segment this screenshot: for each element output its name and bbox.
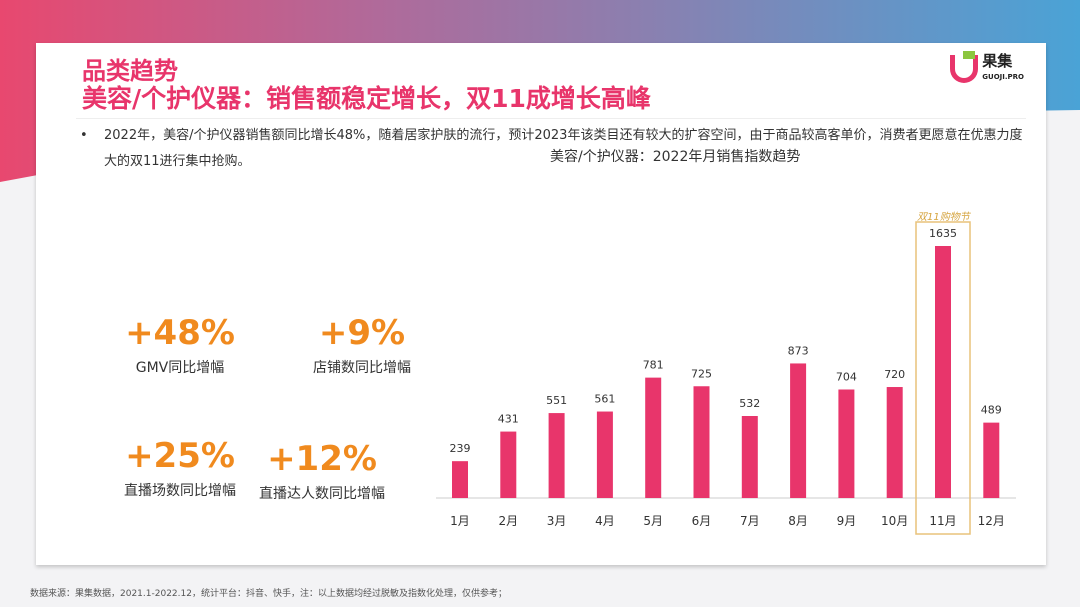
data-label: 431: [498, 413, 519, 426]
x-tick-label: 5月: [643, 514, 663, 528]
data-label: 704: [836, 370, 857, 383]
stat-label: GMV同比增幅: [135, 360, 225, 376]
footer-source: 数据来源：果集数据，2021.1-2022.12，统计平台：抖音、快手，注：以上…: [30, 589, 507, 599]
data-label: 873: [788, 344, 809, 357]
bar: [886, 387, 903, 498]
logo-sub: GUOJI.PRO: [982, 73, 1024, 81]
stat-live-creators: +12% 直播达人数同比增幅: [232, 439, 412, 503]
slide-card: 品类趋势 美容/个护仪器：销售额稳定增长，双11成增长高峰 果集 GUOJI.PR…: [36, 43, 1046, 565]
divider: [76, 118, 1026, 119]
data-label: 239: [450, 442, 471, 455]
bar: [645, 377, 662, 498]
bullet-point: • 2022年，美容/个护仪器销售额同比增长48%，随着居家护肤的流行，预计202…: [80, 123, 1030, 175]
bullet-icon: •: [80, 128, 88, 143]
bar: [500, 431, 517, 498]
data-label: 781: [643, 359, 664, 372]
bar: [790, 363, 807, 498]
stat-live-sessions: +25% 直播场数同比增幅: [90, 436, 270, 500]
x-tick-label: 4月: [595, 514, 615, 528]
logo: 果集 GUOJI.PRO: [950, 51, 1024, 85]
stat-value: +12%: [267, 439, 377, 479]
stat-gmv: +48% GMV同比增幅: [90, 313, 270, 377]
x-tick-label: 1月: [450, 514, 470, 528]
stat-value: +9%: [318, 313, 406, 353]
highlight-box: [915, 221, 971, 535]
stat-label: 直播达人数同比增幅: [259, 486, 385, 502]
highlight-label: 双11购物节: [917, 212, 970, 223]
logo-icon: [950, 51, 979, 83]
stat-label: 直播场数同比增幅: [124, 483, 236, 499]
data-label: 1635: [929, 227, 957, 240]
data-label: 720: [884, 368, 905, 381]
x-tick-label: 11月: [929, 514, 956, 528]
data-label: 532: [739, 397, 760, 410]
bar: [548, 413, 565, 498]
x-tick-label: 6月: [692, 514, 712, 528]
bar: [452, 461, 468, 498]
stat-stores: +9% 店铺数同比增幅: [272, 313, 452, 377]
page-title: 美容/个护仪器：销售额稳定增长，双11成增长高峰: [82, 84, 651, 113]
x-tick-label: 12月: [978, 514, 1005, 528]
x-tick-label: 9月: [837, 514, 857, 528]
bar: [596, 411, 613, 498]
x-tick-label: 2月: [498, 514, 518, 528]
data-label: 561: [594, 393, 615, 406]
stat-value: +48%: [125, 313, 235, 353]
data-label: 725: [691, 367, 712, 380]
bar: [741, 416, 758, 498]
bar: [935, 246, 951, 498]
data-label: 489: [981, 404, 1002, 417]
logo-name: 果集: [982, 52, 1013, 70]
x-tick-label: 10月: [881, 514, 908, 528]
x-tick-label: 7月: [740, 514, 760, 528]
bar: [693, 386, 710, 498]
bar: [838, 389, 855, 498]
x-tick-label: 3月: [547, 514, 567, 528]
bar: [983, 422, 1000, 498]
section-title: 品类趋势: [82, 57, 178, 85]
bullet-text: 2022年，美容/个护仪器销售额同比增长48%，随着居家护肤的流行，预计2023…: [104, 128, 1023, 169]
x-tick-label: 8月: [788, 514, 808, 528]
stat-value: +25%: [125, 436, 235, 476]
stat-label: 店铺数同比增幅: [313, 360, 411, 376]
chart-title: 美容/个护仪器：2022年月销售指数趋势: [550, 149, 801, 165]
data-label: 551: [546, 394, 567, 407]
